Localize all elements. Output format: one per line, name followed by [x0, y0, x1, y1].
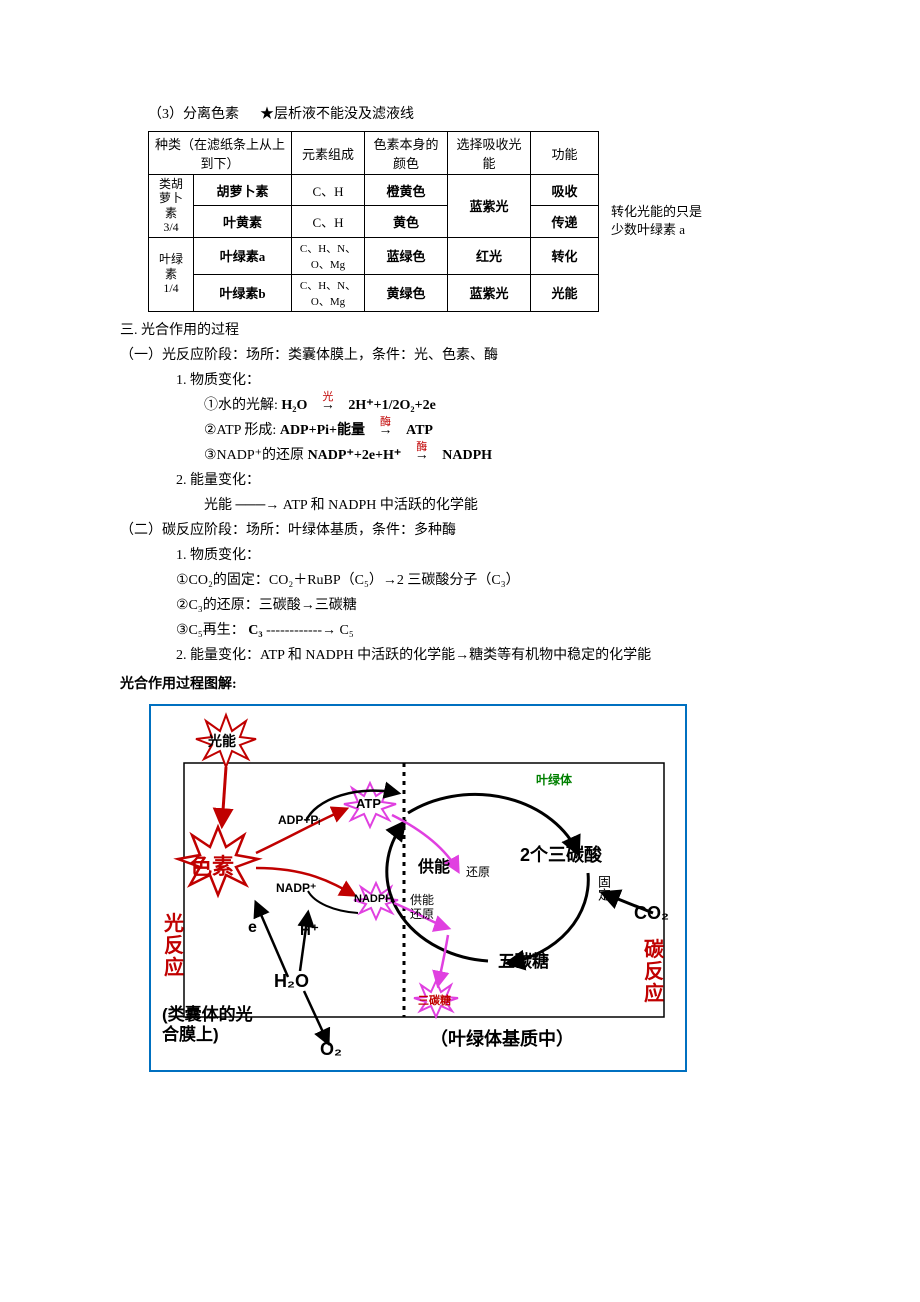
sec-b-l3: ③C₅再生： C₃ ------------→ C₅	[120, 620, 840, 641]
cell-color: 黄绿色	[365, 274, 448, 311]
cell-func: 光能	[531, 274, 599, 311]
sec-a-p2-title: 2. 能量变化：	[120, 470, 840, 491]
lbl-chloroplast: 叶绿体	[536, 771, 572, 788]
cell-color: 橙黄色	[365, 175, 448, 206]
cell-name: 叶黄素	[194, 206, 292, 237]
table-row: 叶绿 素 1/4 叶绿素a C、H、N、O、Mg 蓝绿色 红光 转化	[149, 237, 599, 274]
eq3-rhs: NADPH	[442, 448, 492, 463]
table-side-note: 转化光能的只是 少数叶绿素 a	[611, 203, 702, 239]
lbl-c5: 五碳糖	[498, 947, 549, 972]
pigment-table-wrap: 种类（在滤纸条上从上到下） 元素组成 色素本身的颜色 选择吸收光能 功能 类胡 …	[120, 131, 840, 312]
sep-pigment-line: （3）分离色素 ★层析液不能没及滤液线	[120, 104, 840, 125]
lbl-nadp: NADP⁺	[276, 881, 316, 895]
cell-color: 黄色	[365, 206, 448, 237]
sec-b-p1-title: 1. 物质变化：	[120, 545, 840, 566]
sec-a-title: （一）光反应阶段：场所：类囊体膜上，条件：光、色素、酶	[120, 345, 840, 366]
side-note-l1: 转化光能的只是	[611, 203, 702, 221]
cell-absorb: 蓝紫光	[448, 274, 531, 311]
group-carotenoid: 类胡 萝卜 素 3/4	[149, 175, 194, 238]
eq3-label: ③NADP⁺的还原	[204, 448, 304, 463]
group-chlorophyll: 叶绿 素 1/4	[149, 237, 194, 311]
table-row: 叶黄素 C、H 黄色 传递	[149, 206, 599, 237]
eq1-arrow: 光→	[311, 395, 345, 416]
th-absorb: 选择吸收光能	[448, 132, 531, 175]
section3-title: 三. 光合作用的过程	[120, 320, 840, 341]
eq3-lhs: NADP⁺+2e+H⁺	[308, 448, 402, 463]
cell-elem: C、H、N、O、Mg	[292, 274, 365, 311]
lbl-e: e	[248, 919, 257, 937]
diagram-title: 光合作用过程图解:	[120, 674, 840, 695]
lbl-fix: 固定	[594, 875, 613, 901]
lbl-two-c3: 2个三碳酸	[520, 841, 602, 867]
sec-b-l3-c5: C₅	[340, 623, 354, 638]
sec-b-l3-dash: ------------→	[266, 623, 339, 638]
lbl-loc-left: (类囊体的光 合膜上)	[162, 1005, 253, 1046]
lbl-co2: CO₂	[634, 903, 669, 924]
side-note-l2: 少数叶绿素 a	[611, 221, 702, 239]
eq1-lhs: H₂O	[281, 398, 307, 413]
lbl-adp-pi: ADP+Pᵢ	[278, 813, 320, 827]
lbl-nadph: NADPH	[354, 893, 393, 905]
sec-b-l2: ②C₃的还原：三碳酸→三碳糖	[120, 595, 840, 616]
eq2-label: ②ATP 形成:	[204, 423, 276, 438]
cell-func: 传递	[531, 206, 599, 237]
th-type: 种类（在滤纸条上从上到下）	[149, 132, 292, 175]
sec-b-p2: 2. 能量变化：ATP 和 NADPH 中活跃的化学能→糖类等有机物中稳定的化学…	[120, 645, 840, 666]
pigment-table: 种类（在滤纸条上从上到下） 元素组成 色素本身的颜色 选择吸收光能 功能 类胡 …	[148, 131, 599, 312]
eq2: ②ATP 形成: ADP+Pi+能量 酶→ ATP	[120, 420, 840, 441]
lbl-h-plus: H⁺	[300, 921, 319, 939]
lbl-reduce: 还原	[466, 863, 490, 880]
sec-a-p1-title: 1. 物质变化：	[120, 370, 840, 391]
cell-func: 转化	[531, 237, 599, 274]
lbl-atp: ATP	[356, 796, 381, 811]
table-row: 叶绿素b C、H、N、O、Mg 黄绿色 蓝紫光 光能	[149, 274, 599, 311]
th-func: 功能	[531, 132, 599, 175]
sec-a-p2-line: 光能 ───→ ATP 和 NADPH 中活跃的化学能	[120, 495, 840, 516]
sec-b-l3-pre: ③C₅再生：	[176, 623, 245, 638]
eq1-label: ①水的光解:	[204, 398, 278, 413]
photosynthesis-diagram: 光能 色素 叶绿体 ADP+Pᵢ ATP NADP⁺ NADPH 供能 供能 还…	[148, 703, 688, 1073]
lbl-carbon-reaction: 碳 反 应	[644, 939, 664, 1005]
sep-pigment-star: ★层析液不能没及滤液线	[260, 107, 414, 122]
lbl-light-reaction: 光 反 应	[164, 913, 184, 979]
eq3-arrow: 酶→	[405, 445, 439, 466]
eq2-lhs: ADP+Pi+能量	[280, 423, 365, 438]
sec-b-l1: ①CO₂的固定：CO₂＋RuBP（C₅）→2 三碳酸分子（C₃）	[120, 570, 840, 591]
lbl-triose: 三碳糖	[418, 992, 451, 1008]
cell-name: 叶绿素b	[194, 274, 292, 311]
cell-elem: C、H	[292, 175, 365, 206]
sep-pigment-num: （3）分离色素	[148, 107, 239, 122]
lbl-supply-energy: 供能	[418, 853, 450, 877]
lbl-pigment: 色素	[190, 849, 234, 881]
lbl-h2o: H₂O	[274, 971, 309, 992]
th-elem: 元素组成	[292, 132, 365, 175]
cell-elem: C、H	[292, 206, 365, 237]
eq1-rhs: 2H⁺+1/2O₂+2e	[348, 398, 435, 413]
cell-absorb: 蓝紫光	[448, 175, 531, 238]
cell-color: 蓝绿色	[365, 237, 448, 274]
eq3: ③NADP⁺的还原 NADP⁺+2e+H⁺ 酶→ NADPH	[120, 445, 840, 466]
cell-func: 吸收	[531, 175, 599, 206]
sec-b-l3-c3: C₃	[248, 623, 262, 638]
eq2-arrow: 酶→	[369, 420, 403, 441]
lbl-o2: O₂	[320, 1039, 342, 1060]
eq2-rhs: ATP	[406, 423, 433, 438]
cell-name: 胡萝卜素	[194, 175, 292, 206]
table-row: 类胡 萝卜 素 3/4 胡萝卜素 C、H 橙黄色 蓝紫光 吸收	[149, 175, 599, 206]
cell-elem: C、H、N、O、Mg	[292, 237, 365, 274]
lbl-loc-right: （叶绿体基质中）	[430, 1025, 574, 1051]
sec-b-title: （二）碳反应阶段：场所：叶绿体基质，条件：多种酶	[120, 520, 840, 541]
eq1: ①水的光解: H₂O 光→ 2H⁺+1/2O₂+2e	[120, 395, 840, 416]
lbl-light-energy: 光能	[208, 731, 236, 751]
lbl-reduce2: 还原	[410, 905, 434, 922]
th-color: 色素本身的颜色	[365, 132, 448, 175]
cell-absorb: 红光	[448, 237, 531, 274]
table-header-row: 种类（在滤纸条上从上到下） 元素组成 色素本身的颜色 选择吸收光能 功能	[149, 132, 599, 175]
cell-name: 叶绿素a	[194, 237, 292, 274]
